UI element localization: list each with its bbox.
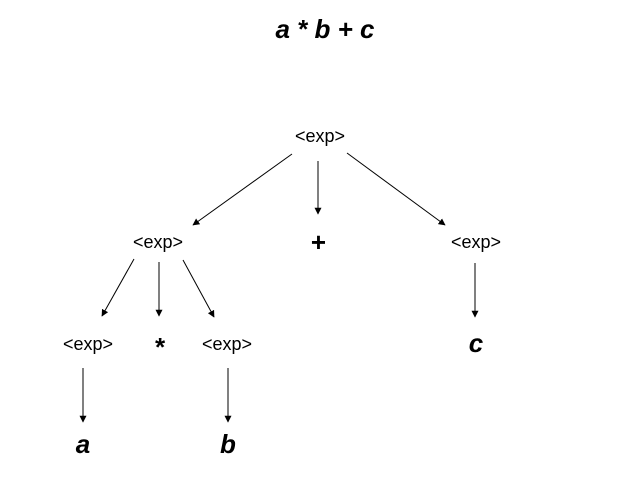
node-c-terminal: c	[469, 328, 484, 358]
node-plus-operator: +	[310, 227, 325, 257]
node-b-terminal: b	[220, 429, 236, 459]
node-left-exp: <exp>	[133, 232, 183, 252]
edge-left-exp-to-ll-exp	[101, 258, 135, 317]
tree-nodes: <exp> <exp> + <exp> <exp> * <exp> c a b	[63, 126, 501, 459]
node-ll-exp: <exp>	[63, 334, 113, 354]
node-root-exp: <exp>	[295, 126, 345, 146]
node-right-exp: <exp>	[451, 232, 501, 252]
node-star-operator: *	[154, 332, 166, 362]
edge-left-exp-to-lr-exp	[182, 259, 215, 318]
node-lr-exp: <exp>	[202, 334, 252, 354]
expression-title: a * b + c	[276, 14, 376, 44]
node-a-terminal: a	[76, 429, 90, 459]
edge-root-to-left-exp	[192, 153, 293, 226]
edge-root-to-right-exp	[346, 152, 446, 226]
tree-edges	[79, 152, 479, 423]
